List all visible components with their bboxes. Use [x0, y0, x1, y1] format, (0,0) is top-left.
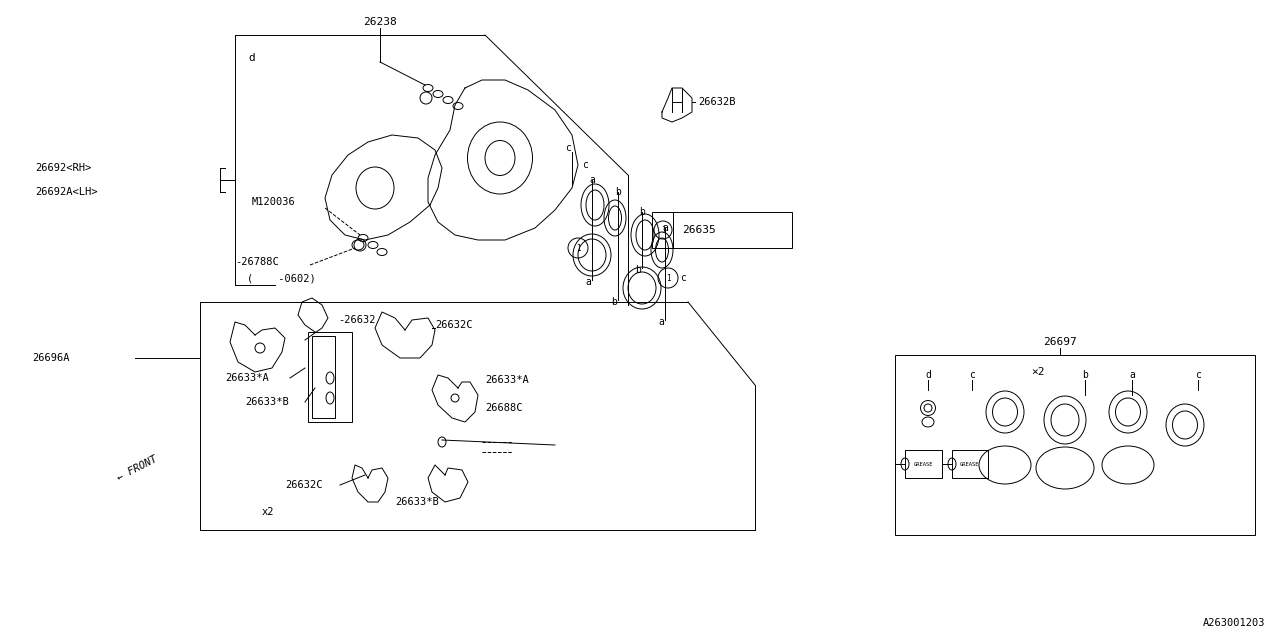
- Text: c: c: [1196, 370, 1201, 380]
- Text: 26633*B: 26633*B: [244, 397, 289, 407]
- Text: -26788C: -26788C: [236, 257, 279, 267]
- Text: a: a: [658, 317, 664, 327]
- Text: x2: x2: [262, 507, 274, 517]
- Text: 26635: 26635: [682, 225, 716, 235]
- Text: 26632C: 26632C: [285, 480, 323, 490]
- Text: 1: 1: [666, 273, 671, 282]
- Text: M120036: M120036: [252, 197, 296, 207]
- Text: 26697: 26697: [1043, 337, 1076, 347]
- Text: (    -0602): ( -0602): [247, 273, 316, 283]
- Text: ×2: ×2: [1032, 367, 1044, 377]
- Text: -26632: -26632: [338, 315, 375, 325]
- Text: c: c: [969, 370, 975, 380]
- Text: b: b: [616, 187, 621, 197]
- Text: c: c: [564, 143, 571, 153]
- Text: 26633*A: 26633*A: [225, 373, 269, 383]
- Text: a: a: [589, 175, 595, 185]
- Text: c: c: [680, 273, 686, 283]
- Text: 26692A<LH>: 26692A<LH>: [35, 187, 97, 197]
- Text: 26688C: 26688C: [485, 403, 522, 413]
- Text: a: a: [1129, 370, 1135, 380]
- Text: 26633*A: 26633*A: [485, 375, 529, 385]
- Text: a: a: [662, 223, 668, 233]
- Text: b: b: [1082, 370, 1088, 380]
- Text: 26238: 26238: [364, 17, 397, 27]
- Text: GREASE: GREASE: [914, 461, 933, 467]
- Text: A263001203: A263001203: [1202, 618, 1265, 628]
- Text: 1: 1: [660, 225, 666, 234]
- Text: 26632C: 26632C: [435, 320, 472, 330]
- Text: 26692<RH>: 26692<RH>: [35, 163, 91, 173]
- Text: a: a: [585, 277, 591, 287]
- Text: d: d: [248, 53, 255, 63]
- Text: 26696A: 26696A: [32, 353, 69, 363]
- Text: c: c: [582, 160, 588, 170]
- Text: 1: 1: [576, 243, 580, 253]
- Text: GREASE: GREASE: [960, 461, 979, 467]
- Text: d: d: [925, 370, 931, 380]
- Text: b: b: [639, 207, 645, 217]
- Text: b: b: [611, 297, 617, 307]
- Text: 26632B: 26632B: [698, 97, 736, 107]
- Text: 26633*B: 26633*B: [396, 497, 439, 507]
- Text: ← FRONT: ← FRONT: [115, 454, 159, 483]
- Text: b: b: [635, 265, 641, 275]
